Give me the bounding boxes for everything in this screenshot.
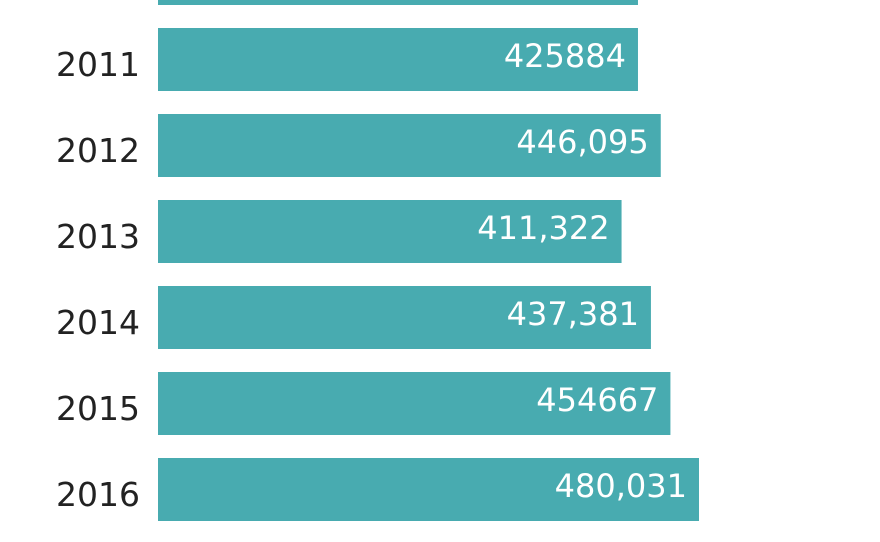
year-label-2016: 2016 [56,475,140,514]
value-label-2014: 437,381 [507,295,639,333]
partial-top-bar [158,0,638,5]
year-label-2012: 2012 [56,131,140,170]
bar-2012 [158,114,661,177]
year-label-2014: 2014 [56,303,140,342]
bar-2014 [158,286,651,349]
bar-2011 [158,28,638,91]
value-labels-group: 425884 446,095 411,322 437,381 454667 480,031 [477,37,687,505]
value-label-2016: 480,031 [555,467,687,505]
value-label-2012: 446,095 [516,123,648,161]
bar-2013 [158,200,622,263]
year-label-2013: 2013 [56,217,140,256]
value-label-2015: 454667 [536,381,658,419]
year-label-2011: 2011 [56,45,140,84]
value-label-2013: 411,322 [477,209,609,247]
year-label-2015: 2015 [56,389,140,428]
year-labels-group: 2011 2012 2013 2014 2015 2016 [56,45,140,514]
bar-2015 [158,372,671,435]
bars-group [158,28,699,521]
bar-2016 [158,458,699,521]
value-label-2011: 425884 [504,37,626,75]
